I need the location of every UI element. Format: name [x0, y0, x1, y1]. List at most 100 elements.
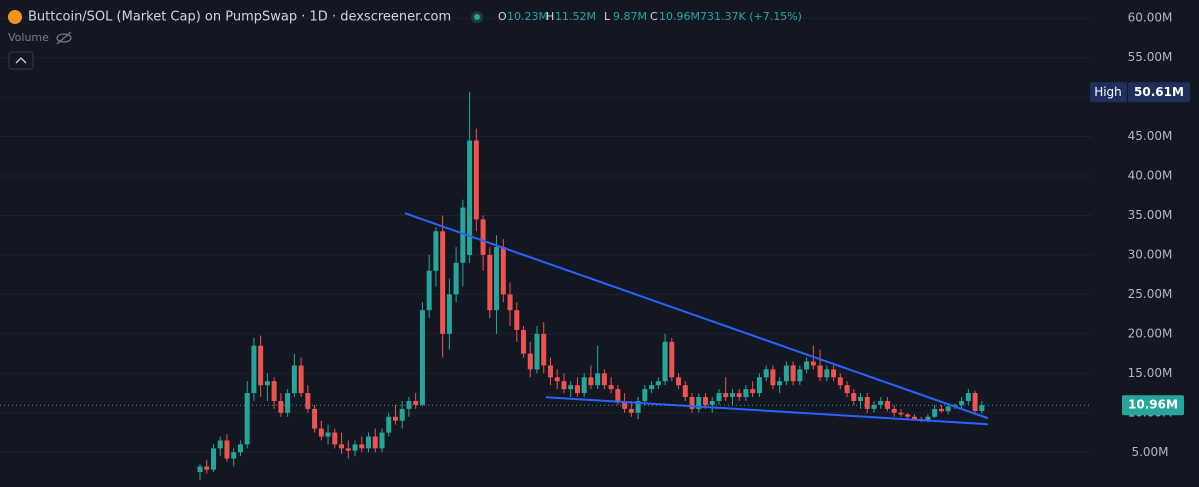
y-tick-label: 60.00M [1128, 11, 1173, 25]
candle-body [473, 140, 479, 220]
candle-body [608, 385, 614, 390]
candle-body [655, 381, 661, 386]
y-tick-label: 30.00M [1128, 247, 1173, 261]
candle-body [871, 404, 877, 409]
candle-body [642, 389, 648, 401]
candle-body [291, 365, 297, 394]
candle-body [669, 341, 675, 378]
candle-body [399, 408, 405, 421]
legend-value: 10.23M [507, 10, 548, 23]
candle-body [662, 341, 668, 382]
candle-body [790, 365, 796, 382]
candle-body [507, 294, 513, 311]
candle-body [433, 231, 439, 271]
grid [0, 17, 1092, 453]
candle-body [628, 408, 634, 413]
plot [0, 92, 1092, 480]
high-value-label: 50.61M [1134, 85, 1184, 99]
candle-body [972, 393, 978, 411]
candle-body [851, 393, 857, 401]
candle-body [359, 444, 365, 449]
eye [56, 33, 72, 43]
y-tick-label: 35.00M [1128, 208, 1173, 222]
candle-body [844, 385, 850, 394]
candle-body [884, 400, 890, 409]
candle-body [278, 400, 284, 413]
eye-slash [56, 31, 72, 45]
candle-body [312, 408, 318, 429]
candle-body [500, 247, 506, 295]
chart-title: Buttcoin/SOL (Market Cap) on PumpSwap · … [28, 10, 451, 25]
candle-body [426, 270, 432, 311]
collapse-button[interactable] [8, 51, 34, 70]
candle-body [210, 448, 216, 470]
candle-body [325, 432, 331, 437]
candle-body [285, 393, 291, 413]
candle-body [864, 397, 870, 409]
volume-label: Volume [8, 31, 49, 44]
candle-body [817, 365, 823, 378]
candle-body [467, 140, 473, 255]
candle-body [736, 393, 742, 398]
y-tick-label: 25.00M [1128, 287, 1173, 301]
candle-body [979, 405, 985, 411]
candle-body [440, 231, 446, 334]
candle-body [831, 369, 837, 378]
candle-body [224, 440, 230, 459]
candle-body [379, 432, 385, 449]
candle-body [366, 436, 371, 449]
candle-body [487, 254, 493, 311]
candle-body [858, 397, 864, 401]
y-tick-label: 20.00M [1128, 326, 1173, 340]
collapse-arrow [15, 57, 27, 64]
legend-value: 10.96M [659, 10, 700, 23]
candle-body [770, 369, 776, 386]
candle-body [959, 400, 965, 405]
candle-body [392, 416, 398, 421]
candle-body [804, 361, 810, 370]
candle-body [615, 389, 621, 401]
candle-body [521, 329, 527, 354]
candle-body [527, 353, 533, 370]
candle-body [696, 397, 702, 409]
y-tick-label: 45.00M [1128, 129, 1173, 143]
candle-body [676, 377, 682, 386]
legend-key: L [604, 10, 611, 23]
candle-body [217, 440, 223, 449]
high-value-box [1128, 82, 1190, 103]
legend-value: 9.87M [613, 10, 647, 23]
hide-icon[interactable] [56, 31, 72, 45]
candle-body [554, 377, 560, 382]
candle-body [649, 385, 655, 390]
candle-body [595, 373, 601, 386]
candle-body [332, 432, 338, 445]
trendline [404, 212, 989, 420]
candle-body [514, 310, 520, 330]
candle-body [305, 393, 311, 409]
candle-body [635, 400, 641, 413]
candle-body [891, 408, 897, 413]
candle-body [837, 377, 843, 386]
candle-body [756, 377, 762, 394]
candle-body [453, 262, 459, 295]
y-tick-label: 5.00M [1131, 445, 1168, 459]
candle-body [339, 444, 345, 449]
y-tick-label: 40.00M [1128, 169, 1173, 183]
candle-body [601, 373, 607, 386]
candle-body [932, 408, 938, 417]
candle-body [419, 310, 425, 405]
y-axis: 5.00M10.00M15.00M20.00M25.00M30.00M35.00… [1090, 11, 1190, 459]
candle-body [446, 294, 452, 334]
high-tag-box [1090, 82, 1127, 103]
candle-body [777, 381, 783, 386]
candle-body [386, 416, 392, 433]
legend-key: C [650, 10, 658, 23]
last-price-box [1122, 395, 1184, 416]
y-tick-label: 15.00M [1128, 366, 1173, 380]
candle-body [716, 393, 722, 401]
candle-body [729, 393, 735, 398]
candle-body [783, 365, 789, 382]
